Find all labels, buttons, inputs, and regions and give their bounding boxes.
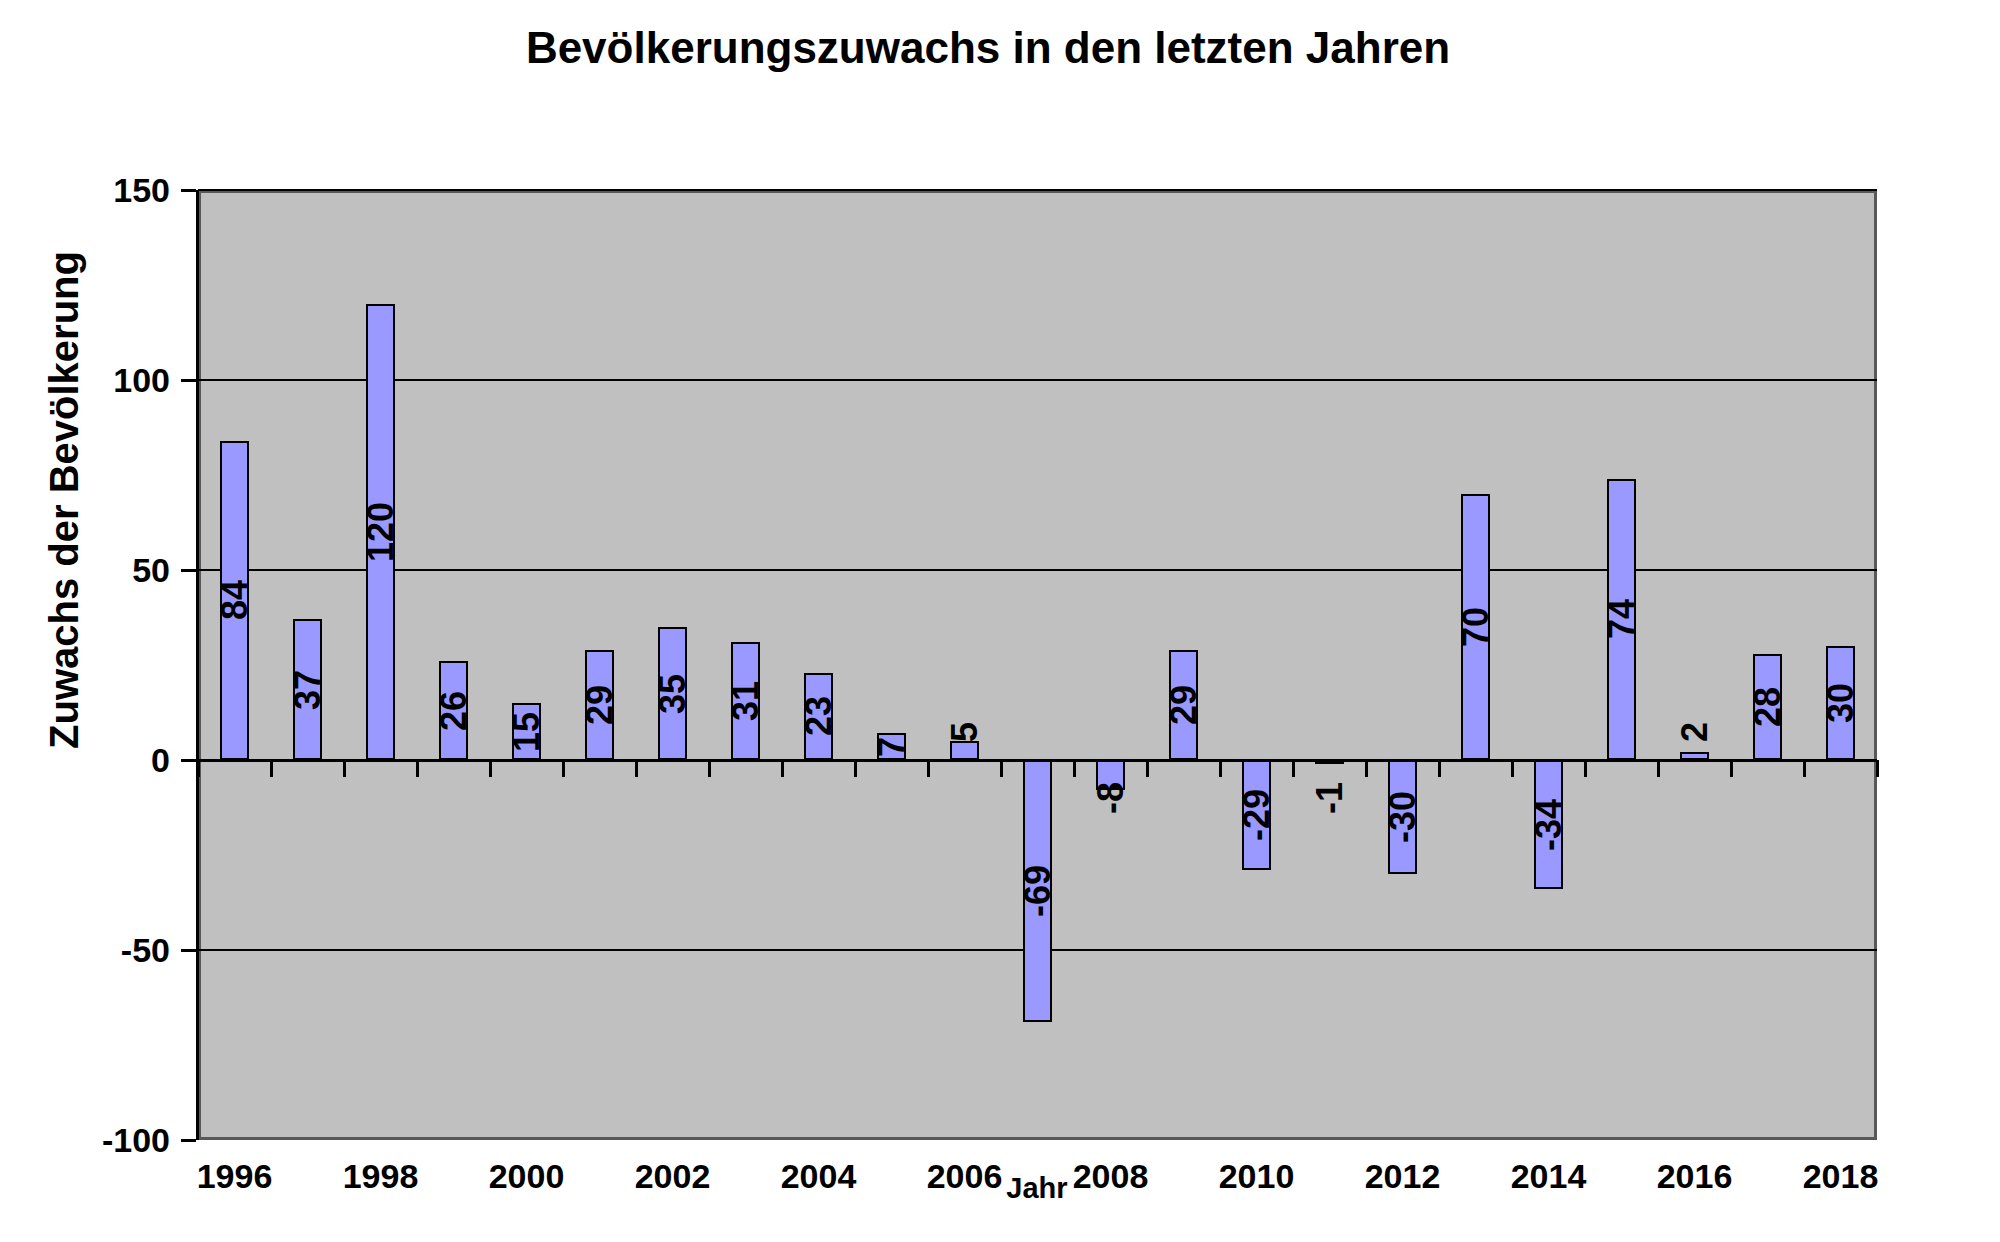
bar-value-label: 23	[798, 696, 840, 736]
bar-value-label: 35	[652, 673, 694, 713]
bar-value-label: 29	[1163, 685, 1205, 725]
x-axis-tick	[1730, 760, 1733, 777]
x-axis-tick	[1219, 760, 1222, 777]
x-axis-tick	[927, 760, 930, 777]
x-axis-tick	[854, 760, 857, 777]
x-tick-label: 2012	[1330, 1156, 1476, 1196]
x-axis-tick	[1876, 760, 1879, 777]
bar-value-label: 7	[871, 737, 913, 757]
x-tick-label: 2002	[600, 1156, 746, 1196]
x-axis-tick	[1073, 760, 1076, 777]
y-axis-tick	[181, 759, 196, 762]
bar-value-label: 5	[944, 722, 986, 742]
x-tick-label: 2014	[1476, 1156, 1622, 1196]
x-axis-tick	[1292, 760, 1295, 777]
bar-value-label: -34	[1528, 799, 1570, 851]
x-axis-tick	[343, 760, 346, 777]
y-axis-tick	[181, 949, 196, 952]
x-axis-tick	[489, 760, 492, 777]
bar-value-label: -8	[1090, 782, 1132, 814]
x-axis-tick	[1584, 760, 1587, 777]
y-axis-tick	[181, 569, 196, 572]
bar	[1315, 760, 1344, 764]
bar-value-label: 30	[1820, 683, 1862, 723]
bar-value-label: 70	[1455, 607, 1497, 647]
x-tick-label: 1996	[162, 1156, 308, 1196]
bar-value-label: -69	[1017, 865, 1059, 917]
y-tick-label: -100	[58, 1121, 170, 1159]
bar	[950, 741, 979, 760]
x-axis-tick	[1511, 760, 1514, 777]
bar-value-label: 37	[287, 670, 329, 710]
x-axis-title: Jahr	[963, 1172, 1111, 1204]
x-axis-tick	[1438, 760, 1441, 777]
x-tick-label: 2016	[1622, 1156, 1768, 1196]
y-tick-label: -50	[58, 931, 170, 969]
x-tick-label: 2018	[1768, 1156, 1914, 1196]
x-tick-label: 2004	[746, 1156, 892, 1196]
bar-value-label: 84	[214, 580, 256, 620]
bar-value-label: -29	[1236, 789, 1278, 841]
bar-value-label: 26	[433, 691, 475, 731]
x-axis-tick	[1365, 760, 1368, 777]
gridline	[198, 379, 1877, 381]
x-tick-label: 2010	[1184, 1156, 1330, 1196]
y-tick-label: 50	[58, 551, 170, 589]
y-axis-tick	[181, 1139, 196, 1142]
bar-chart: Bevölkerungszuwachs in den letzten Jahre…	[0, 0, 2000, 1242]
x-axis-tick	[708, 760, 711, 777]
y-tick-label: 0	[58, 741, 170, 779]
x-tick-label: 1998	[308, 1156, 454, 1196]
bar-value-label: 74	[1601, 599, 1643, 639]
x-axis-tick	[197, 760, 200, 777]
x-axis-tick	[1657, 760, 1660, 777]
x-axis-tick	[416, 760, 419, 777]
y-axis-line	[196, 190, 199, 1140]
bar-value-label: 120	[360, 502, 402, 562]
x-axis-tick	[635, 760, 638, 777]
bar-value-label: 28	[1747, 687, 1789, 727]
bar-value-label: 29	[579, 685, 621, 725]
x-axis-tick	[562, 760, 565, 777]
plot-layer: 150 100 50 0 -50 -100 84 37 120 26 15 29 35 31 23 7 5 -69…	[0, 0, 2000, 1242]
bar-value-label: 2	[1674, 722, 1716, 742]
bar-value-label: -1	[1309, 782, 1351, 814]
x-axis-tick	[1000, 760, 1003, 777]
bar-value-label: -30	[1382, 791, 1424, 843]
bar	[1680, 752, 1709, 760]
gridline	[198, 189, 1877, 191]
x-axis-tick	[1146, 760, 1149, 777]
y-tick-label: 100	[58, 361, 170, 399]
bar-value-label: 31	[725, 681, 767, 721]
x-axis-tick	[781, 760, 784, 777]
y-axis-tick	[181, 379, 196, 382]
y-axis-tick	[181, 189, 196, 192]
x-tick-label: 2000	[454, 1156, 600, 1196]
y-tick-label: 150	[58, 171, 170, 209]
x-axis-tick	[270, 760, 273, 777]
bar-value-label: 15	[506, 711, 548, 751]
x-axis-tick	[1803, 760, 1806, 777]
